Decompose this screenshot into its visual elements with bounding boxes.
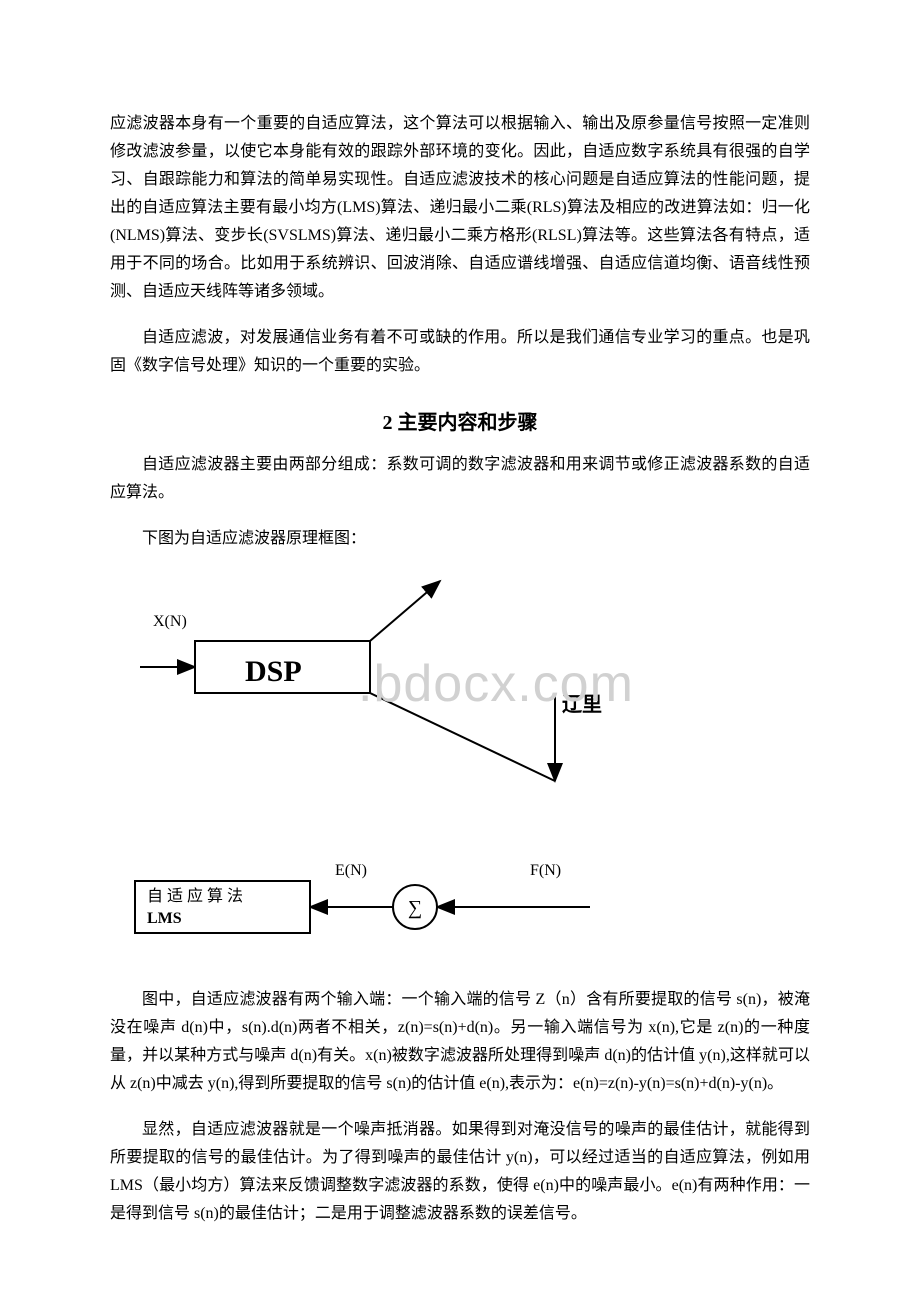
block-diagram: X(N) DSP 辽里 F(N) ∑ E(N) xyxy=(110,571,810,976)
li-label: 辽里 xyxy=(562,693,602,716)
paragraph-5: 图中，自适应滤波器有两个输入端：一个输入端的信号 Z（n）含有所要提取的信号 s… xyxy=(110,986,810,1098)
paragraph-3: 自适应滤波器主要由两部分组成：系数可调的数字滤波器和用来调节或修正滤波器系数的自… xyxy=(110,451,810,507)
paragraph-1: 应滤波器本身有一个重要的自适应算法，这个算法可以根据输入、输出及原参量信号按照一… xyxy=(110,110,810,306)
arrow-up xyxy=(370,581,440,641)
paragraph-4: 下图为自适应滤波器原理框图： xyxy=(110,525,810,553)
section-title: 2 主要内容和步骤 xyxy=(110,406,810,435)
paragraph-6: 显然，自适应滤波器就是一个噪声抵消器。如果得到对淹没信号的噪声的最佳估计，就能得… xyxy=(110,1116,810,1228)
sigma-label: ∑ xyxy=(408,897,422,919)
algo-line2: LMS xyxy=(147,910,182,927)
diagram-svg: X(N) DSP 辽里 F(N) ∑ E(N) xyxy=(110,571,670,971)
algo-line1: 自 适 应 算 法 xyxy=(147,886,243,905)
dsp-label: DSP xyxy=(245,655,302,688)
fn-label: F(N) xyxy=(530,862,561,879)
en-label: E(N) xyxy=(335,862,367,879)
paragraph-2: 自适应滤波，对发展通信业务有着不可或缺的作用。所以是我们通信专业学习的重点。也是… xyxy=(110,324,810,380)
arrow-diag xyxy=(370,693,555,781)
xn-label: X(N) xyxy=(153,613,187,630)
document-page: 应滤波器本身有一个重要的自适应算法，这个算法可以根据输入、输出及原参量信号按照一… xyxy=(0,0,920,1306)
